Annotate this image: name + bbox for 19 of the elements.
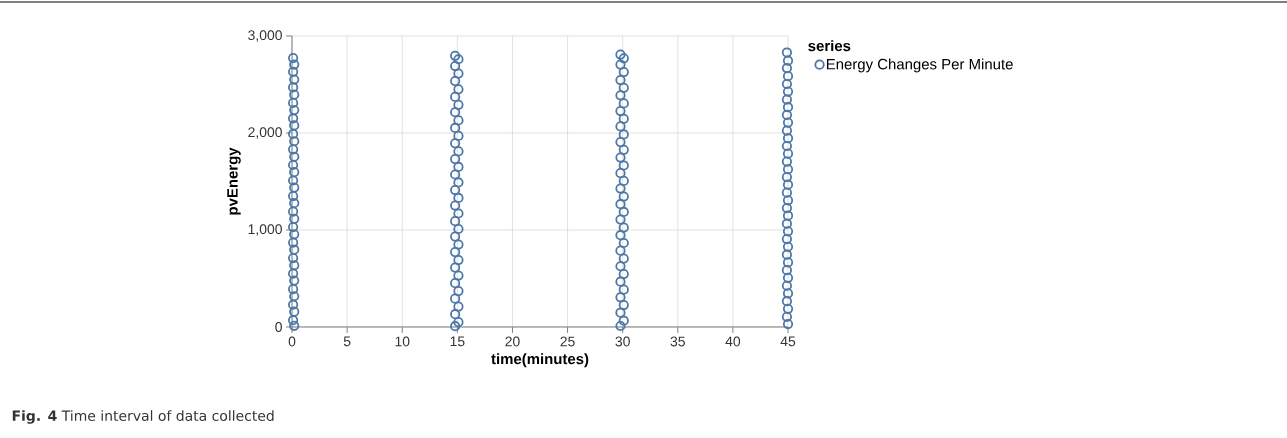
x-tick-label: 0 xyxy=(288,336,296,347)
y-tick-label: 3,000 xyxy=(248,30,282,42)
x-tick-label: 15 xyxy=(450,336,465,347)
x-tick-label: 10 xyxy=(395,336,410,347)
legend-title: series xyxy=(808,40,851,52)
x-tick-label: 25 xyxy=(560,336,575,347)
y-tick-label: 1,000 xyxy=(248,224,282,236)
x-tick-label: 30 xyxy=(615,336,630,347)
x-tick-label: 45 xyxy=(780,336,796,347)
x-tick-label: 40 xyxy=(725,336,741,347)
y-axis-title: pvEnergy xyxy=(227,147,241,215)
legend-label: Energy Changes Per Minute xyxy=(826,58,1013,73)
x-axis-title: time(minutes) xyxy=(491,353,589,368)
x-tick-label: 20 xyxy=(505,336,520,347)
x-tick-label: 5 xyxy=(343,336,351,347)
text: Fig. 4 Time interval of data collected xyxy=(12,410,274,424)
x-tick-label: 35 xyxy=(670,336,685,347)
y-tick-label: 2,000 xyxy=(248,127,282,139)
y-tick-label: 0 xyxy=(275,322,282,332)
